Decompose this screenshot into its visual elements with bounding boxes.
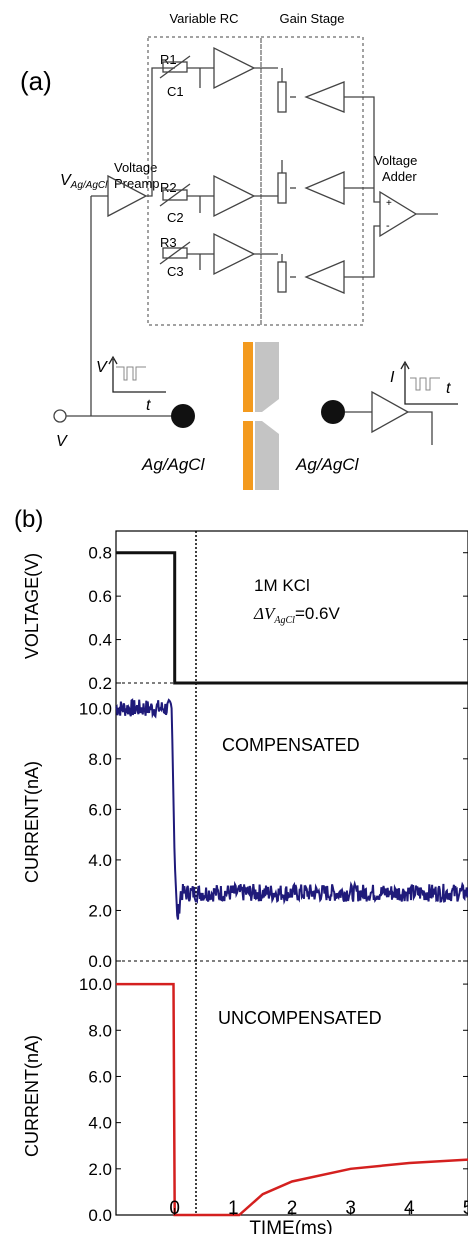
variable-rc-label: Variable RC <box>169 11 238 26</box>
panel-a: (a) Variable RC Gain Stage Voltage Pream… <box>20 11 458 490</box>
buffer-amplifier-3 <box>213 232 256 276</box>
x-tick-label: 5 <box>463 1198 468 1219</box>
compensated-y-ticks: 10.0 8.0 6.0 4.0 2.0 0.0 <box>79 699 468 971</box>
voltage-preamp-label: Voltage <box>114 160 157 175</box>
subplot-voltage: VOLTAGE(V) 0.8 0.6 0.4 0.2 1M KCl ΔVAgCl=0.… <box>22 544 468 693</box>
panel-b: (b) VOLTAGE(V) 0.8 0.6 0.4 0.2 1M KCl ΔVAgC… <box>14 506 468 1234</box>
potentiometer-1 <box>277 81 287 113</box>
resistor-label-3: R3 <box>160 235 177 250</box>
y-tick-label: 0.2 <box>88 674 112 693</box>
voltage-adder-label-2: Adder <box>382 169 417 184</box>
resistor-label-2: R2 <box>160 180 177 195</box>
voltage-source-terminal <box>53 409 67 423</box>
nanopore-membrane <box>243 342 279 490</box>
x-axis-ticks: 0 1 2 3 4 5 <box>169 1198 468 1219</box>
x-tick-label: 4 <box>404 1198 415 1219</box>
source-voltage-label: V <box>56 433 68 450</box>
inset-left-x-label: t <box>146 397 151 414</box>
compensated-annotation: COMPENSATED <box>222 735 360 755</box>
panel-b-label: (b) <box>14 506 43 533</box>
y-tick-label: 2.0 <box>88 901 112 920</box>
voltage-annotation-2: ΔVAgCl=0.6V <box>253 604 340 626</box>
y-tick-label: 8.0 <box>88 1021 112 1040</box>
voltage-preamp-label-2: Preamp <box>114 176 160 191</box>
adder-minus-sign: - <box>386 220 390 232</box>
gain-amplifier-1 <box>304 81 345 113</box>
x-tick-label: 3 <box>345 1198 356 1219</box>
voltage-annotation-1: 1M KCl <box>254 576 310 595</box>
potentiometer-3 <box>277 261 287 293</box>
resistor-r1 <box>162 61 188 73</box>
y-tick-label: 6.0 <box>88 800 112 819</box>
y-tick-label: 0.0 <box>88 952 112 971</box>
inset-current-plot: I t <box>390 360 458 405</box>
rc-branch-1: R1 C1 <box>159 46 380 203</box>
subplot-compensated: CURRENT(nA) 10.0 8.0 6.0 4.0 2.0 0.0 COMPENSA… <box>22 698 468 971</box>
x-tick-label: 0 <box>169 1198 180 1219</box>
uncompensated-y-axis-label: CURRENT(nA) <box>22 1035 42 1157</box>
rc-branch-3: R3 C3 <box>159 225 380 294</box>
inset-right-x-label: t <box>446 380 451 397</box>
capacitor-label-3: C3 <box>167 264 184 279</box>
inset-voltage-plot: V t <box>96 355 166 414</box>
y-tick-label: 0.0 <box>88 1206 112 1225</box>
x-tick-label: 2 <box>287 1198 298 1219</box>
y-tick-label: 0.8 <box>88 544 112 563</box>
y-tick-label: 10.0 <box>79 699 112 718</box>
x-axis-label: TIME(ms) <box>249 1218 332 1234</box>
buffer-amplifier-1 <box>213 46 256 90</box>
y-tick-label: 6.0 <box>88 1067 112 1086</box>
gain-stage-label: Gain Stage <box>279 11 344 26</box>
panel-a-label: (a) <box>20 66 52 96</box>
compensated-y-axis-label: CURRENT(nA) <box>22 761 42 883</box>
gain-amplifier-3 <box>304 260 345 294</box>
uncompensated-annotation: UNCOMPENSATED <box>218 1008 382 1028</box>
voltage-adder-label: Voltage <box>374 153 417 168</box>
capacitor-label-2: C2 <box>167 210 184 225</box>
plot-frame <box>115 530 468 1216</box>
voltage-trace <box>116 551 468 685</box>
inset-left-y-label: V <box>96 359 108 376</box>
voltage-y-axis-label: VOLTAGE(V) <box>22 553 42 659</box>
gain-amplifier-2 <box>304 171 345 205</box>
voltage-y-ticks: 0.8 0.6 0.4 0.2 <box>88 544 468 693</box>
subplot-uncompensated: CURRENT(nA) 10.0 8.0 6.0 4.0 2.0 0.0 UNCOMPEN… <box>22 975 468 1225</box>
compensated-trace <box>115 698 468 920</box>
capacitor-label-1: C1 <box>167 84 184 99</box>
potentiometer-2 <box>277 172 287 204</box>
resistor-label-1: R1 <box>160 52 177 67</box>
left-electrode-label: Ag/AgCl <box>141 455 206 474</box>
adder-plus-sign: + <box>386 198 392 209</box>
y-tick-label: 8.0 <box>88 750 112 769</box>
x-tick-label: 1 <box>228 1198 239 1219</box>
voltage-adder-amplifier <box>379 190 418 238</box>
gain-stage-box <box>260 36 364 326</box>
y-tick-label: 2.0 <box>88 1160 112 1179</box>
uncompensated-y-ticks: 10.0 8.0 6.0 4.0 2.0 0.0 <box>79 975 468 1225</box>
uncompensated-trace <box>116 982 468 1217</box>
input-voltage-label: VAg/AgCl <box>60 172 108 191</box>
resistor-r2 <box>162 189 188 201</box>
right-electrode-label: Ag/AgCl <box>295 455 360 474</box>
current-amplifier <box>371 390 410 434</box>
left-electrode <box>171 404 195 428</box>
y-tick-label: 4.0 <box>88 1114 112 1133</box>
buffer-amplifier-2 <box>213 174 256 218</box>
inset-right-y-label: I <box>390 369 395 386</box>
right-electrode <box>321 400 345 424</box>
y-tick-label: 0.6 <box>88 587 112 606</box>
y-tick-label: 0.4 <box>88 631 112 650</box>
resistor-r3 <box>162 247 188 259</box>
variable-rc-box <box>147 36 262 326</box>
y-tick-label: 4.0 <box>88 851 112 870</box>
y-tick-label: 10.0 <box>79 975 112 994</box>
rc-branch-2: R2 C2 <box>159 160 374 225</box>
